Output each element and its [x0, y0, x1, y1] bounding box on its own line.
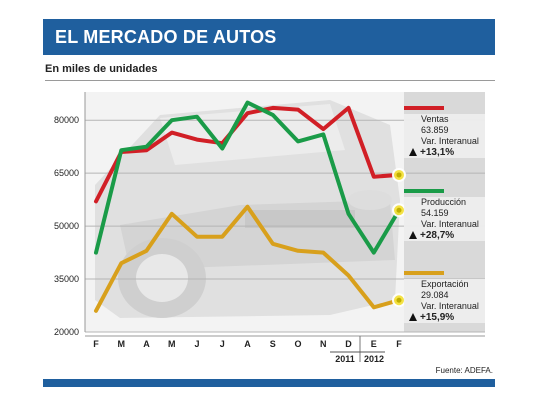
- legend-exportacion-var: +15,9%: [409, 312, 485, 323]
- legend-produccion: Producción 54.159 Var. Interanual +28,7%: [404, 197, 485, 241]
- x-tick-label: D: [345, 339, 352, 349]
- x-tick-label: A: [143, 339, 150, 349]
- legend-ventas: Ventas 63.859 Var. Interanual +13,1%: [404, 114, 485, 158]
- series-line-ventas: [94, 105, 401, 204]
- legend-swatch-exportacion: [404, 271, 444, 275]
- legend-ventas-var-label: Var. Interanual: [421, 136, 479, 146]
- x-tick-label: E: [371, 339, 377, 349]
- up-arrow-icon: [409, 231, 417, 239]
- year-label: 2011: [335, 354, 355, 364]
- series-endpoint-core: [396, 172, 402, 178]
- legend-exportacion-value: 29.084: [421, 290, 449, 300]
- y-tick-label: 50000: [54, 221, 79, 231]
- series-endpoint-core: [396, 297, 402, 303]
- x-tick-label: N: [320, 339, 327, 349]
- footer-bar: [43, 379, 495, 387]
- legend-produccion-name: Producción: [421, 197, 467, 207]
- source-note: Fuente: ADEFA.: [435, 366, 493, 375]
- up-arrow-icon: [409, 313, 417, 321]
- legend-produccion-var-label: Var. Interanual: [421, 219, 479, 229]
- x-axis-ticks: F M A M J J A S O N D E F 2011 2012: [85, 335, 485, 364]
- legend-ventas-var: +13,1%: [409, 147, 485, 158]
- legend-swatch-produccion: [404, 189, 444, 193]
- x-tick-label: J: [220, 339, 225, 349]
- x-tick-label: J: [194, 339, 199, 349]
- subtitle-divider: [45, 80, 495, 81]
- header-bar: EL MERCADO DE AUTOS: [43, 19, 495, 55]
- legend-ventas-value: 63.859: [421, 125, 449, 135]
- legend-exportacion-name: Exportación: [421, 279, 469, 289]
- x-tick-label: F: [396, 339, 402, 349]
- series-lines: [94, 100, 401, 313]
- y-tick-label: 80000: [54, 115, 79, 125]
- legend-ventas-var-value: +13,1%: [420, 147, 455, 158]
- up-arrow-icon: [409, 148, 417, 156]
- x-tick-label: O: [294, 339, 301, 349]
- x-tick-label: M: [118, 339, 126, 349]
- legend-ventas-name: Ventas: [421, 114, 449, 124]
- legend-produccion-value: 54.159: [421, 208, 449, 218]
- x-tick-label: F: [93, 339, 99, 349]
- chart-subtitle: En miles de unidades: [45, 63, 158, 75]
- y-tick-label: 20000: [54, 327, 79, 337]
- legend-swatch-ventas: [404, 106, 444, 110]
- series-line-producción: [94, 100, 401, 255]
- series-endpoint-core: [396, 207, 402, 213]
- series-line-exportación: [94, 204, 401, 313]
- year-label: 2012: [364, 354, 384, 364]
- y-axis-ticks: 80000 65000 50000 35000 20000: [54, 115, 79, 337]
- legend-produccion-var-value: +28,7%: [420, 230, 455, 241]
- legend-produccion-var: +28,7%: [409, 230, 485, 241]
- y-tick-label: 35000: [54, 274, 79, 284]
- y-tick-label: 65000: [54, 168, 79, 178]
- legend-exportacion: Exportación 29.084 Var. Interanual +15,9…: [404, 279, 485, 323]
- legend-exportacion-var-value: +15,9%: [420, 312, 455, 323]
- page-title: EL MERCADO DE AUTOS: [55, 27, 277, 47]
- series-endpoints: [392, 167, 406, 308]
- x-tick-label: A: [244, 339, 251, 349]
- x-tick-label: M: [168, 339, 176, 349]
- x-tick-label: S: [270, 339, 276, 349]
- legend-exportacion-var-label: Var. Interanual: [421, 301, 479, 311]
